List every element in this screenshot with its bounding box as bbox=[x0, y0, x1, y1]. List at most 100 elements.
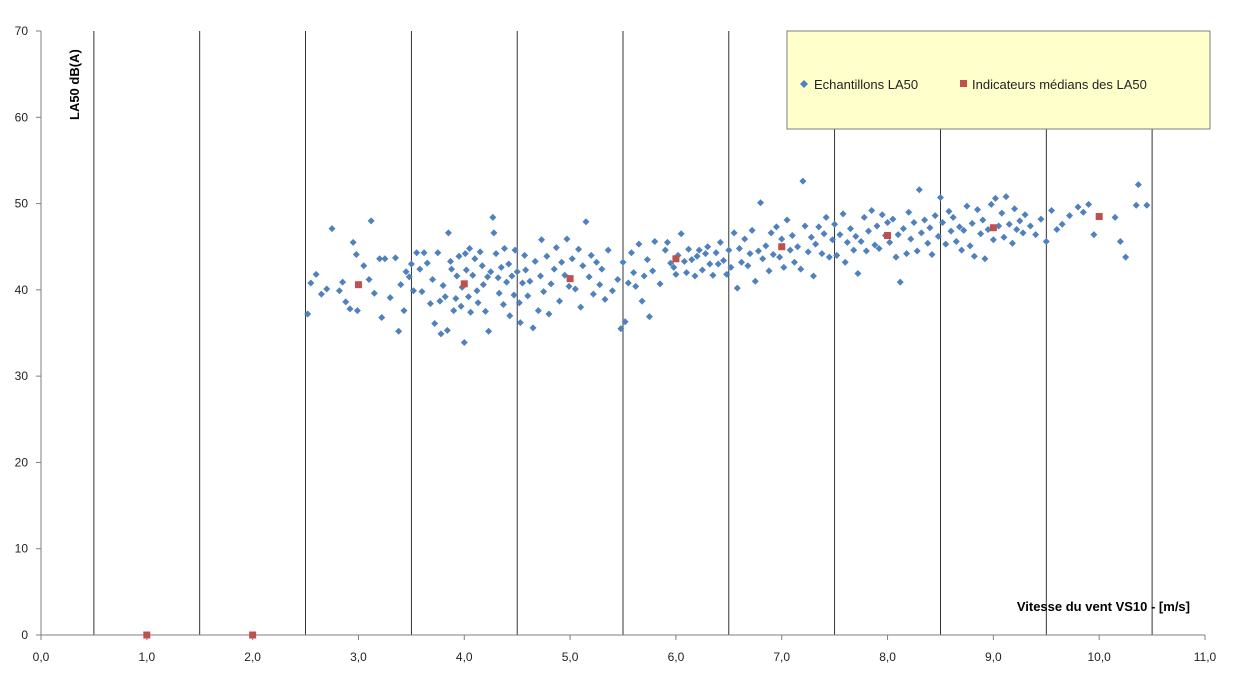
median-point bbox=[566, 275, 574, 283]
sample-point bbox=[469, 271, 477, 279]
legend-box bbox=[786, 30, 1211, 130]
sample-point bbox=[635, 240, 643, 248]
sample-point bbox=[685, 245, 693, 253]
sample-point bbox=[801, 222, 809, 230]
sample-point bbox=[1019, 229, 1027, 237]
sample-point bbox=[884, 219, 892, 227]
sample-point bbox=[667, 259, 675, 267]
sample-point bbox=[727, 263, 735, 271]
sample-point bbox=[473, 287, 481, 295]
x-tick-label: 3,0 bbox=[350, 650, 367, 664]
sample-point bbox=[360, 262, 368, 270]
sample-point bbox=[448, 265, 456, 273]
sample-point bbox=[1066, 212, 1074, 220]
sample-point bbox=[847, 225, 855, 233]
sample-point bbox=[907, 235, 915, 243]
sample-point bbox=[725, 246, 733, 254]
sample-point bbox=[1122, 253, 1130, 261]
sample-point bbox=[903, 250, 911, 258]
sample-point bbox=[378, 313, 386, 321]
sample-point bbox=[822, 213, 830, 221]
x-axis-title: Vitesse du vent VS10 - [m/s] bbox=[1017, 599, 1190, 614]
sample-point bbox=[723, 270, 731, 278]
sample-point bbox=[465, 293, 473, 301]
sample-point bbox=[981, 255, 989, 263]
sample-point bbox=[452, 294, 460, 302]
sample-point bbox=[400, 307, 408, 315]
sample-point bbox=[568, 255, 576, 263]
sample-point bbox=[441, 293, 449, 301]
sample-point bbox=[926, 224, 934, 232]
sample-point bbox=[809, 272, 817, 280]
sample-point bbox=[949, 213, 957, 221]
sample-point bbox=[894, 231, 902, 239]
sample-point bbox=[457, 302, 465, 310]
sample-point bbox=[485, 327, 493, 335]
sample-point bbox=[431, 320, 439, 328]
sample-point bbox=[945, 207, 953, 215]
sample-point bbox=[706, 260, 714, 268]
sample-point bbox=[474, 299, 482, 307]
sample-point bbox=[661, 246, 669, 254]
sample-point bbox=[936, 194, 944, 202]
sample-point bbox=[395, 327, 403, 335]
sample-point bbox=[416, 265, 424, 273]
sample-point bbox=[1085, 200, 1093, 208]
sample-point bbox=[513, 268, 521, 276]
sample-point bbox=[905, 208, 913, 216]
y-tick-label: 70 bbox=[15, 24, 29, 38]
sample-point bbox=[942, 240, 950, 248]
sample-point bbox=[1134, 181, 1142, 189]
sample-point bbox=[585, 273, 593, 281]
sample-point bbox=[1074, 203, 1082, 211]
sample-point bbox=[1013, 225, 1021, 233]
sample-point bbox=[947, 227, 955, 235]
sample-point bbox=[709, 271, 717, 279]
sample-point bbox=[899, 225, 907, 233]
sample-point bbox=[479, 281, 487, 289]
x-tick-label: 8,0 bbox=[879, 650, 896, 664]
sample-point bbox=[1053, 225, 1061, 233]
sample-point bbox=[780, 263, 788, 271]
median-point bbox=[249, 631, 257, 639]
median-point bbox=[1095, 213, 1103, 221]
sample-point bbox=[1002, 193, 1010, 201]
sample-point bbox=[741, 235, 749, 243]
sample-point bbox=[405, 273, 413, 281]
sample-point bbox=[614, 276, 622, 284]
sample-point bbox=[346, 305, 354, 313]
sample-point bbox=[714, 260, 722, 268]
sample-point bbox=[693, 252, 701, 260]
sample-point bbox=[746, 250, 754, 258]
sample-point bbox=[608, 287, 616, 295]
sample-point bbox=[434, 249, 442, 257]
x-tick-label: 2,0 bbox=[244, 650, 261, 664]
sample-point bbox=[543, 252, 551, 260]
sample-point bbox=[913, 247, 921, 255]
sample-point bbox=[353, 307, 361, 315]
sample-point bbox=[621, 318, 629, 326]
sample-point bbox=[462, 266, 470, 274]
sample-point bbox=[862, 247, 870, 255]
x-tick-label: 0,0 bbox=[33, 650, 50, 664]
sample-point bbox=[960, 226, 968, 234]
sample-point bbox=[720, 257, 728, 265]
sample-point bbox=[1048, 206, 1056, 214]
sample-point bbox=[825, 253, 833, 261]
sample-point bbox=[754, 247, 762, 255]
sample-point bbox=[1021, 211, 1029, 219]
sample-point bbox=[524, 292, 532, 300]
sample-point bbox=[604, 246, 612, 254]
sample-point bbox=[663, 238, 671, 246]
sample-point bbox=[328, 225, 336, 233]
sample-point bbox=[1116, 238, 1124, 246]
sample-point bbox=[892, 253, 900, 261]
sample-point bbox=[1058, 220, 1066, 228]
sample-point bbox=[836, 231, 844, 239]
sample-point bbox=[630, 269, 638, 277]
sample-point bbox=[426, 300, 434, 308]
sample-point bbox=[500, 244, 508, 252]
sample-point bbox=[561, 271, 569, 279]
sample-point bbox=[649, 267, 657, 275]
sample-point bbox=[921, 216, 929, 224]
